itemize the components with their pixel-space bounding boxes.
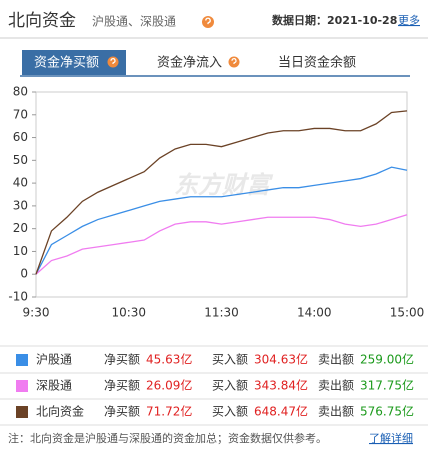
cell-label: 卖出额 [318,353,354,367]
cell-value: 71.72亿 [146,404,192,419]
y-tick-label: -10 [8,290,28,304]
help-icon[interactable] [202,16,214,28]
row-name: 深股通 [36,379,72,393]
series-line [35,166,408,275]
y-tick-label: 0 [20,267,28,281]
series-line [35,110,408,275]
cell-label: 买入额 [212,353,248,367]
cell-value: 576.75亿 [360,404,414,419]
cell-value: 343.84亿 [254,378,308,393]
date: 数据日期：2021-10-28 [272,13,397,27]
y-tick-label: 60 [13,130,28,144]
x-tick-label: 10:30 [111,306,146,320]
y-tick-label: 50 [13,153,28,167]
cell-value: 45.63亿 [146,352,192,367]
cell-value: 317.75亿 [360,378,414,393]
x-tick-label: 11:30 [204,306,239,320]
row-name: 北向资金 [36,404,84,419]
more-link[interactable]: 更多 [398,13,420,27]
tab[interactable]: 当日资金余额 [278,55,356,71]
y-tick-label: 80 [13,85,28,99]
tab[interactable]: 资金净买额 [34,55,99,71]
row-name: 沪股通 [36,353,72,367]
cell-label: 买入额 [212,405,248,419]
y-tick-label: 10 [13,244,28,258]
y-tick-label: 30 [13,198,28,212]
cell-label: 卖出额 [318,379,354,393]
legend-swatch [16,380,28,392]
y-tick-label: 40 [13,176,28,190]
cell-value: 259.00亿 [360,352,414,367]
help-icon[interactable] [228,56,240,68]
plot-frame [35,91,408,298]
help-icon[interactable] [107,56,119,68]
legend-swatch [16,406,28,418]
y-tick-label: 70 [13,107,28,121]
watermark: 东方财富 [174,171,274,199]
footer-note: 注：北向资金是沪股通与深股通的资金加总；资金数据仅供参考。 [8,431,327,445]
x-tick-label: 9:30 [23,306,50,320]
subtitle: 沪股通、深股通 [92,15,176,29]
cell-value: 648.47亿 [254,404,308,419]
x-tick-label: 15:00 [390,306,425,320]
cell-label: 卖出额 [318,405,354,419]
cell-label: 买入额 [212,379,248,393]
cell-value: 26.09亿 [146,378,192,393]
cell-label: 净买额 [104,379,140,393]
tab[interactable]: 资金净流入 [157,55,222,71]
cell-label: 净买额 [104,405,140,419]
legend-swatch [16,354,28,366]
detail-link[interactable]: 了解详细 [369,431,413,445]
y-tick-label: 20 [13,221,28,235]
cell-label: 净买额 [104,353,140,367]
title: 北向资金 [8,11,76,31]
x-tick-label: 14:00 [297,306,332,320]
cell-value: 304.63亿 [254,352,308,367]
series-line [35,214,408,275]
